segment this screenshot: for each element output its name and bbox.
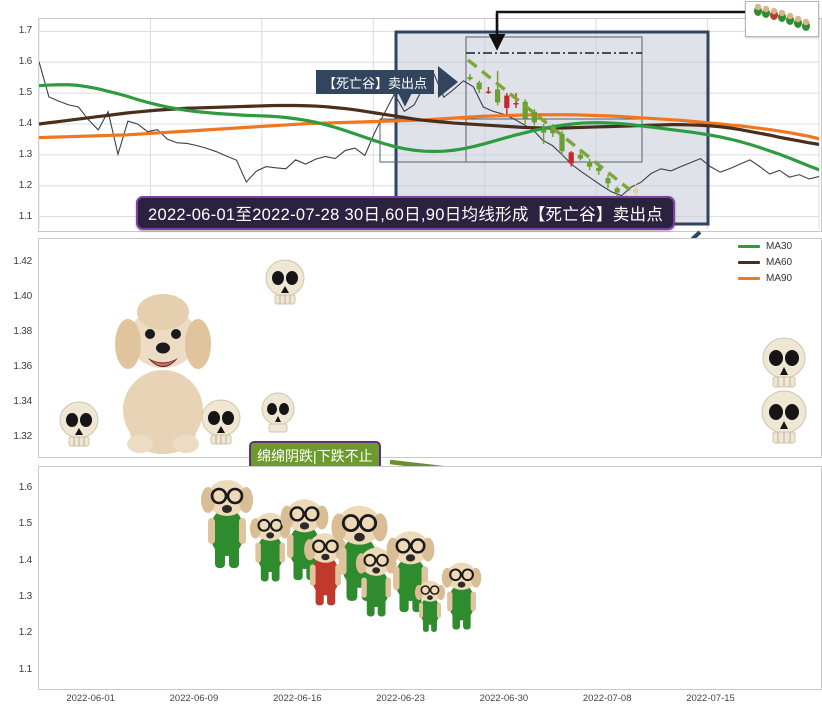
y-tick-label: 1.3 — [18, 148, 33, 160]
skull-graphic — [201, 399, 241, 445]
y-tick-label: 1.38 — [13, 326, 32, 338]
legend-item-ma90[interactable]: MA90 — [738, 270, 792, 286]
poodle-dog-graphic — [115, 294, 211, 454]
y-tick-label: 1.5 — [18, 87, 33, 99]
puppy-marcher-graphic — [355, 547, 397, 617]
thumbnail-preview[interactable] — [745, 1, 819, 37]
thumbnail-dogs-icon — [754, 3, 810, 31]
skull-graphic — [762, 337, 806, 388]
y-tick-label: 1.32 — [13, 431, 32, 443]
x-tick-label: 2022-07-15 — [686, 693, 735, 704]
puppy-marcher-graphic — [441, 562, 482, 630]
y-tick-label: 1.1 — [18, 210, 33, 222]
y-tick-label: 1.2 — [18, 179, 33, 191]
ma-legend: MA30 MA60 MA90 — [738, 238, 792, 286]
x-tick-label: 2022-06-09 — [169, 693, 219, 704]
puppy-marcher-graphic — [414, 580, 446, 632]
puppy-marcher-graphic — [304, 533, 347, 606]
y-tick-label: 1.6 — [18, 481, 33, 493]
panel-3-plot-area — [38, 466, 822, 690]
y-tick-label: 1.3 — [18, 590, 33, 602]
panel-1-candlesticks — [467, 70, 639, 205]
ma30-line — [39, 83, 819, 172]
decline-banner: 绵绵阴跌|下跌不止 — [249, 441, 381, 470]
y-tick-label: 1.40 — [13, 291, 32, 302]
death-valley-callout: 【死亡谷】卖出点 — [316, 70, 435, 94]
y-tick-label: 1.36 — [13, 361, 32, 373]
x-tick-label: 2022-06-01 — [66, 693, 115, 704]
ma60-line — [39, 103, 819, 147]
y-tick-label: 1.4 — [18, 118, 33, 129]
ma90-swatch — [738, 276, 760, 280]
skull-graphic — [59, 401, 99, 447]
x-tick-label: 2022-06-16 — [272, 693, 322, 704]
y-tick-label: 1.42 — [13, 255, 32, 267]
y-tick-label: 1.6 — [18, 56, 33, 68]
y-tick-label: 1.7 — [18, 25, 33, 37]
y-tick-label: 1.4 — [18, 554, 33, 566]
ma30-swatch — [738, 244, 760, 248]
puppy-marcher-graphic — [249, 512, 291, 582]
title-banner: 2022-06-01至2022-07-28 30日,60日,90日均线形成【死亡… — [136, 196, 676, 230]
legend-item-ma60[interactable]: MA60 — [738, 254, 792, 270]
skull-graphic — [265, 259, 305, 305]
skull-graphic — [761, 390, 807, 444]
x-tick-label: 2022-06-30 — [479, 693, 529, 704]
legend-label-ma60: MA60 — [766, 256, 793, 268]
y-tick-label: 1.2 — [18, 627, 33, 639]
x-tick-label: 2022-07-08 — [582, 693, 632, 704]
death-valley-callout-tail — [438, 66, 458, 98]
ma90-line — [39, 113, 819, 141]
skull-graphic — [261, 392, 295, 433]
legend-label-ma30: MA30 — [766, 240, 793, 252]
decline-banner-label: 绵绵阴跌|下跌不止 — [257, 447, 373, 464]
title-banner-label: 2022-06-01至2022-07-28 30日,60日,90日均线形成【死亡… — [148, 206, 664, 224]
y-tick-label: 1.5 — [18, 518, 33, 530]
legend-item-ma30[interactable]: MA30 — [738, 238, 792, 254]
y-tick-label: 1.1 — [18, 663, 33, 675]
x-tick-label: 2022-06-23 — [376, 693, 425, 704]
death-valley-callout-label: 【死亡谷】卖出点 — [323, 75, 428, 91]
thumbnail-leader — [488, 10, 745, 51]
ma60-swatch — [738, 260, 760, 264]
y-tick-label: 1.34 — [13, 396, 32, 408]
legend-label-ma90: MA90 — [766, 272, 793, 284]
puppy-marcher-graphic — [201, 480, 253, 568]
